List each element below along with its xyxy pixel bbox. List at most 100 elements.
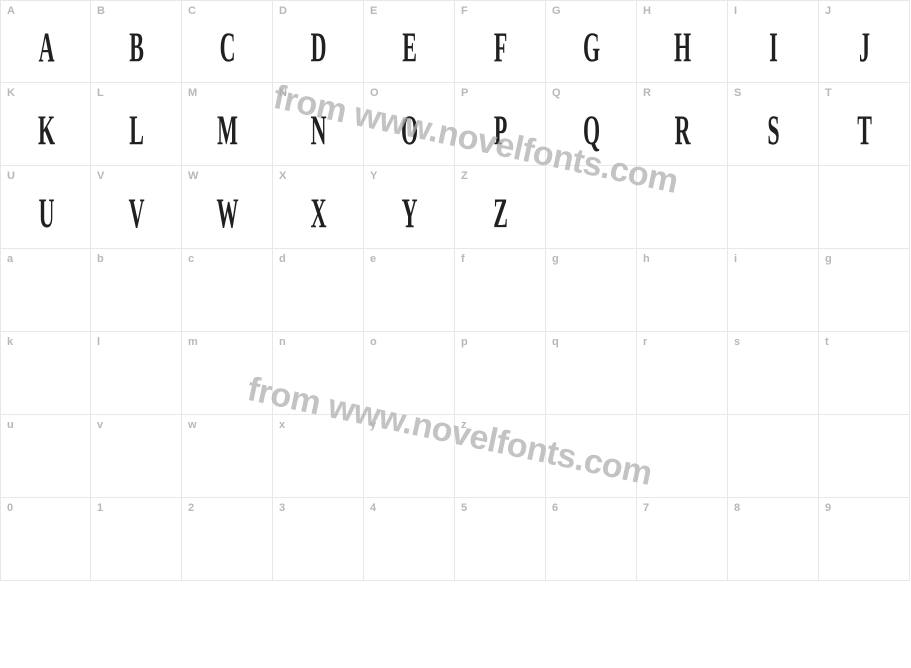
cell-glyph: V (129, 189, 144, 238)
cell-glyph: C (220, 23, 235, 72)
cell-glyph: D (311, 23, 326, 72)
charmap-cell: 3 (273, 498, 364, 581)
cell-label: 9 (825, 502, 831, 514)
charmap-cell: XX (273, 166, 364, 249)
cell-label: T (825, 87, 832, 99)
charmap-cell: OO (364, 83, 455, 166)
charmap-cell: 6 (546, 498, 637, 581)
cell-glyph: G (583, 23, 599, 72)
cell-label: q (552, 336, 559, 348)
cell-label: t (825, 336, 829, 348)
cell-label: w (188, 419, 197, 431)
cell-label: e (370, 253, 376, 265)
charmap-cell: BB (91, 0, 182, 83)
charmap-cell: KK (0, 83, 91, 166)
cell-glyph: M (217, 106, 237, 155)
cell-label: 4 (370, 502, 376, 514)
charmap-cell: c (182, 249, 273, 332)
cell-label: M (188, 87, 197, 99)
cell-label: B (97, 5, 105, 17)
cell-glyph: I (769, 23, 776, 72)
cell-label: Z (461, 170, 468, 182)
cell-glyph: Q (583, 106, 599, 155)
charmap-cell: 1 (91, 498, 182, 581)
cell-glyph: B (129, 23, 143, 72)
charmap-cell: i (728, 249, 819, 332)
cell-label: P (461, 87, 468, 99)
cell-label: 7 (643, 502, 649, 514)
cell-label: o (370, 336, 377, 348)
cell-label: 6 (552, 502, 558, 514)
charmap-cell: e (364, 249, 455, 332)
cell-label: 0 (7, 502, 13, 514)
cell-glyph: U (38, 189, 53, 238)
cell-label: g (552, 253, 559, 265)
cell-label: c (188, 253, 194, 265)
charmap-cell: z (455, 415, 546, 498)
charmap-cell: 2 (182, 498, 273, 581)
cell-glyph: S (767, 106, 778, 155)
cell-glyph: X (311, 189, 326, 238)
charmap-cell: l (91, 332, 182, 415)
charmap-cell: 5 (455, 498, 546, 581)
cell-glyph: F (494, 23, 506, 72)
charmap-cell: HH (637, 0, 728, 83)
charmap-cell: NN (273, 83, 364, 166)
cell-label: H (643, 5, 651, 17)
cell-label: p (461, 336, 468, 348)
charmap-cell: LL (91, 83, 182, 166)
cell-label: v (97, 419, 103, 431)
charmap-cell: k (0, 332, 91, 415)
cell-label: 8 (734, 502, 740, 514)
cell-label: K (7, 87, 15, 99)
cell-label: l (97, 336, 100, 348)
charmap-cell: t (819, 332, 910, 415)
cell-label: 2 (188, 502, 194, 514)
cell-glyph: E (402, 23, 416, 72)
charmap-cell: UU (0, 166, 91, 249)
charmap-cell (819, 166, 910, 249)
cell-label: m (188, 336, 198, 348)
cell-label: N (279, 87, 287, 99)
cell-glyph: Y (402, 189, 417, 238)
charmap-cell: 4 (364, 498, 455, 581)
cell-label: V (97, 170, 104, 182)
charmap-cell: MM (182, 83, 273, 166)
charmap-cell: s (728, 332, 819, 415)
cell-label: a (7, 253, 13, 265)
cell-label: F (461, 5, 468, 17)
charmap-cell: n (273, 332, 364, 415)
cell-glyph: L (129, 106, 143, 155)
cell-label: r (643, 336, 647, 348)
charmap-cell: DD (273, 0, 364, 83)
charmap-cell: m (182, 332, 273, 415)
charmap-cell: w (182, 415, 273, 498)
cell-glyph: O (401, 106, 417, 155)
charmap-cell: 0 (0, 498, 91, 581)
charmap-cell: JJ (819, 0, 910, 83)
charmap-cell: 9 (819, 498, 910, 581)
cell-label: s (734, 336, 740, 348)
cell-glyph: R (675, 106, 690, 155)
cell-glyph: T (857, 106, 871, 155)
charmap-cell (728, 415, 819, 498)
charmap-cell: SS (728, 83, 819, 166)
charmap-cell (637, 415, 728, 498)
charmap-cell: a (0, 249, 91, 332)
charmap-cell: II (728, 0, 819, 83)
cell-label: g (825, 253, 832, 265)
cell-label: 5 (461, 502, 467, 514)
charmap-cell: YY (364, 166, 455, 249)
charmap-cell: h (637, 249, 728, 332)
charmap-cell: VV (91, 166, 182, 249)
character-map-grid: AABBCCDDEEFFGGHHIIJJKKLLMMNNOOPPQQRRSSTT… (0, 0, 910, 581)
cell-label: G (552, 5, 561, 17)
charmap-cell (546, 166, 637, 249)
cell-label: O (370, 87, 379, 99)
cell-label: J (825, 5, 831, 17)
charmap-cell: f (455, 249, 546, 332)
cell-label: u (7, 419, 14, 431)
cell-label: L (97, 87, 104, 99)
cell-label: h (643, 253, 650, 265)
cell-glyph: K (37, 106, 53, 155)
